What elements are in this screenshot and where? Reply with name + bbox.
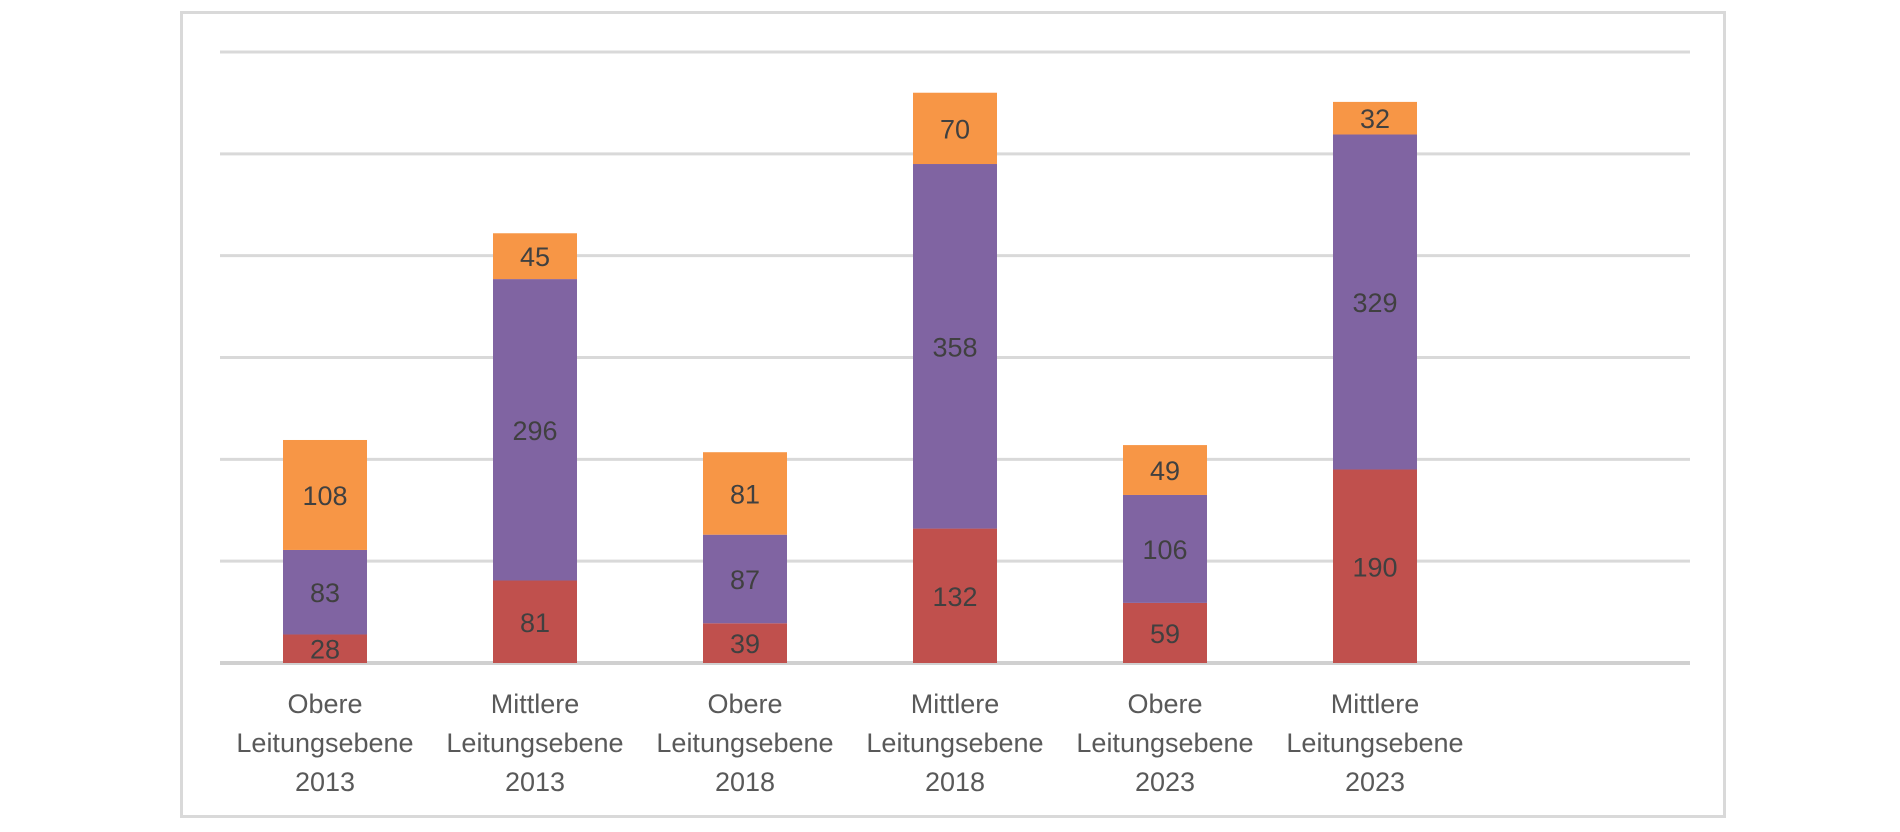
bar-segment [913,164,997,529]
bar-segment [1333,469,1417,663]
data-label: 81 [520,608,550,638]
data-label: 83 [310,578,340,608]
bar-segment [703,534,787,624]
data-label: 296 [512,416,557,446]
bar-segment [493,233,577,280]
bar-segment [703,452,787,535]
data-label: 108 [302,481,347,511]
data-label: 106 [1142,535,1187,565]
bar-segment [703,623,787,663]
data-label: 59 [1150,619,1180,649]
x-tick-label: Obere Leitungsebene 2013 [236,689,413,797]
x-tick-labels: Obere Leitungsebene 2013 Mittlere Leitungseb… [236,689,1463,797]
x-tick-label: Obere Leitungsebene 2018 [656,689,833,797]
x-tick-label: Obere Leitungsebene 2023 [1076,689,1253,797]
data-label: 329 [1352,288,1397,318]
bar-segment [493,580,577,663]
data-label: 358 [932,332,977,362]
bar-segment [1123,494,1207,603]
bar-segment [283,634,367,663]
data-label: 49 [1150,456,1180,486]
data-label: 70 [940,114,970,144]
bar-segment [1333,101,1417,135]
data-labels: 28 83 108 81 296 45 39 87 81 132 358 70 59 106 49 190 32… [302,104,1397,665]
x-tick-label: Mittlere Leitungsebene 2023 [1286,689,1463,797]
bar-segment [493,279,577,581]
data-label: 190 [1352,552,1397,582]
data-label: 32 [1360,104,1390,134]
bar-segment [283,549,367,635]
data-label: 87 [730,565,760,595]
bar-segment [1333,134,1417,470]
bar-segment [913,92,997,165]
data-label: 81 [730,479,760,509]
data-label: 39 [730,629,760,659]
data-label: 132 [932,582,977,612]
bar-segment [283,439,367,550]
bars [283,92,1417,663]
bar-segment [1123,602,1207,663]
bar-segment [1123,445,1207,495]
bar-segment [913,528,997,663]
data-label: 45 [520,242,550,272]
x-tick-label: Mittlere Leitungsebene 2018 [866,689,1043,797]
x-tick-label: Mittlere Leitungsebene 2013 [446,689,623,797]
data-label: 28 [310,635,340,665]
